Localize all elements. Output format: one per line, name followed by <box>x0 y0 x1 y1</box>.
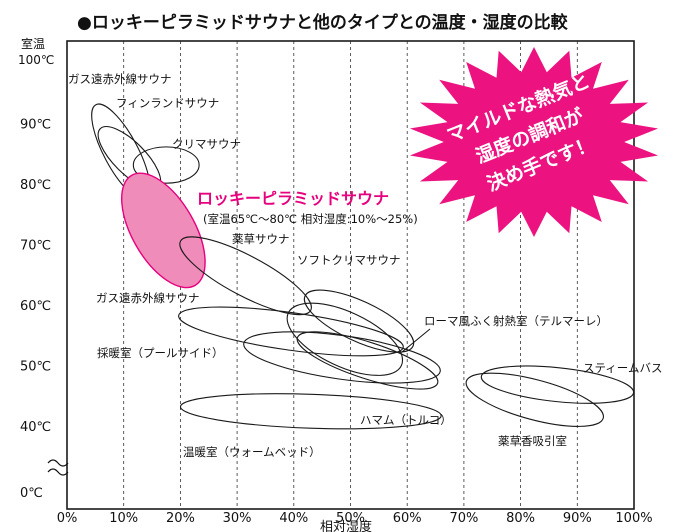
x-tick-label: 100% <box>615 511 652 526</box>
region-label: クリマサウナ <box>172 137 241 151</box>
x-axis-label: 相対湿度 <box>320 519 372 532</box>
region-ellipse <box>303 289 415 353</box>
region-label: ソフトクリマサウナ <box>297 253 401 267</box>
callout-starburst: マイルドな熱気と 湿度の調和が 決め手です！ <box>409 47 659 237</box>
y-tick-label: 80℃ <box>20 178 51 193</box>
y-tick-label: 0℃ <box>20 486 43 501</box>
y-axis-label: 室温 <box>21 36 45 51</box>
region-ellipse <box>465 372 604 427</box>
x-tick-label: 0% <box>57 511 78 526</box>
axis-break-mark-upper <box>47 459 69 467</box>
region-label: 薬草香吸引室 <box>498 434 567 448</box>
highlight-detail: (室温65℃〜80℃ 相対湿度:10%〜25%) <box>203 212 418 226</box>
region-ellipse <box>296 331 439 390</box>
x-axis-ticks: 0% 10% 20% 30% 40% 50% 60% 70% 80% 90% 100% <box>57 511 653 526</box>
region-ellipse <box>286 302 404 376</box>
region-label: スティームバス <box>583 361 662 375</box>
y-tick-label: 60℃ <box>20 299 51 314</box>
y-axis-top-value: 100℃ <box>18 53 54 67</box>
y-tick-label: 40℃ <box>20 420 51 435</box>
region-labels: ガス遠赤外線サウナフィンランドサウナクリマサウナ薬草サウナソフトクリマサウナガス… <box>68 72 662 459</box>
leader-line <box>401 328 431 353</box>
chart-title: ●ロッキーピラミッドサウナと他のタイプとの温度・湿度の比較 <box>77 12 569 33</box>
region-label: ローマ風ふく射熱室（テルマーレ） <box>424 314 608 328</box>
y-tick-label: 50℃ <box>20 360 51 375</box>
regions <box>91 103 635 430</box>
region-label: ガス遠赤外線サウナ <box>96 291 200 305</box>
region-label: 温暖室（ウォームベッド） <box>183 445 321 459</box>
region-label: 採暖室（プールサイド） <box>97 346 224 360</box>
region-label: フィンランドサウナ <box>116 96 219 110</box>
region-label: ガス遠赤外線サウナ <box>68 72 172 86</box>
highlight-label: ロッキーピラミッドサウナ <box>197 189 389 208</box>
region-label: 薬草サウナ <box>232 232 290 246</box>
plot-frame <box>66 40 635 510</box>
x-tick-label: 10% <box>109 511 138 526</box>
region-ellipse <box>179 236 312 316</box>
x-tick-label: 90% <box>563 511 592 526</box>
region-ellipse <box>178 306 404 357</box>
region-ellipse <box>120 172 206 289</box>
x-tick-label: 70% <box>449 511 478 526</box>
x-tick-label: 20% <box>166 511 195 526</box>
starburst-shape <box>409 47 659 237</box>
x-tick-label: 50% <box>336 511 365 526</box>
region-ellipse <box>243 331 441 384</box>
x-tick-label: 30% <box>223 511 252 526</box>
x-tick-label: 80% <box>506 511 535 526</box>
y-tick-label: 70℃ <box>20 239 51 254</box>
region-label: ハマム（トルコ） <box>360 413 452 427</box>
region-ellipse <box>179 393 442 430</box>
x-tick-label: 60% <box>393 511 422 526</box>
axis-break-mark-lower <box>47 468 69 476</box>
region-ellipse <box>132 146 200 184</box>
y-axis-ticks: 90℃ 80℃ 70℃ 60℃ 50℃ 40℃ 0℃ <box>20 118 51 502</box>
x-tick-label: 40% <box>279 511 308 526</box>
y-tick-label: 90℃ <box>20 118 51 133</box>
